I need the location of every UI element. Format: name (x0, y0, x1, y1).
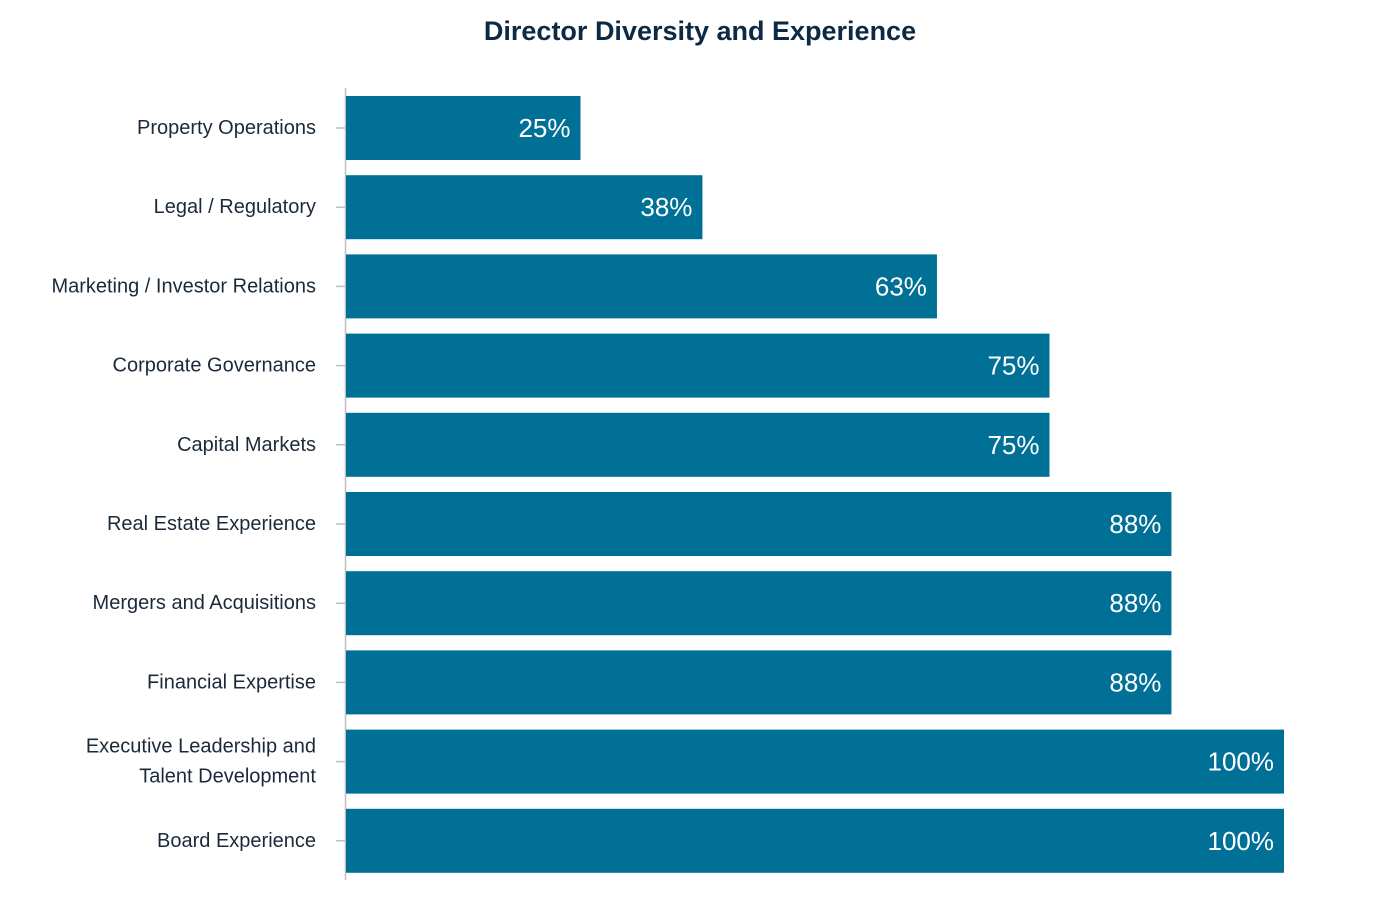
value-label: 63% (875, 271, 927, 301)
bar (346, 808, 1284, 873)
bar (346, 650, 1172, 715)
value-label: 25% (518, 113, 570, 143)
value-label: 100% (1208, 747, 1275, 777)
category-label: Real Estate Experience (107, 513, 316, 535)
category-label: Property Operations (137, 117, 316, 139)
value-label: 88% (1109, 509, 1161, 539)
category-label: Marketing / Investor Relations (51, 275, 316, 297)
chart-title: Director Diversity and Experience (483, 16, 917, 46)
value-label: 100% (1208, 826, 1275, 856)
category-label: Mergers and Acquisitions (93, 592, 316, 614)
bar (346, 175, 703, 240)
value-label: 75% (987, 351, 1039, 381)
value-label: 88% (1109, 588, 1161, 618)
bar (346, 729, 1284, 794)
value-label: 75% (987, 430, 1039, 460)
category-label: Corporate Governance (113, 355, 316, 377)
bar (346, 412, 1050, 477)
bar (346, 96, 581, 160)
category-label: Executive Leadership and Talent Developme… (86, 736, 317, 788)
bar (346, 333, 1050, 398)
category-label: Capital Markets (177, 434, 316, 456)
category-label: Board Experience (157, 830, 316, 852)
value-label: 88% (1109, 667, 1161, 697)
value-label: 38% (640, 192, 692, 222)
bar (346, 571, 1172, 636)
category-label: Legal / Regulatory (154, 196, 316, 218)
category-label: Financial Expertise (147, 671, 316, 693)
bar (346, 254, 937, 319)
bar (346, 492, 1172, 556)
